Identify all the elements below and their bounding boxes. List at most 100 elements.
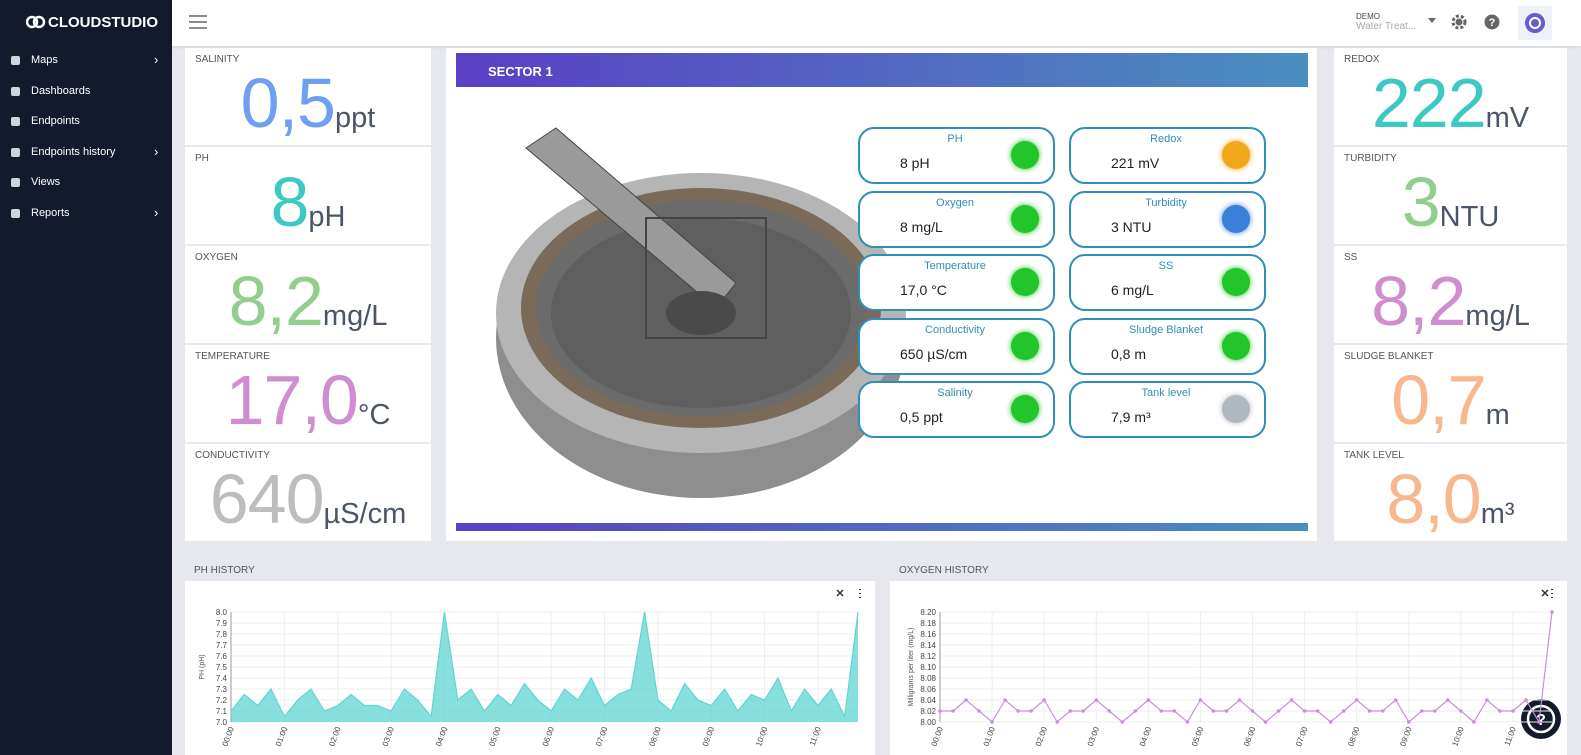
- sensor-label: Tank level: [1141, 387, 1191, 399]
- point: [1224, 709, 1229, 713]
- tank-image: [496, 127, 906, 498]
- widget-label: OXYGEN: [195, 252, 238, 263]
- nav-chevron: ›: [154, 204, 159, 220]
- widget-label: TEMPERATURE: [195, 351, 270, 362]
- account-label[interactable]: DEMO: [1356, 12, 1380, 21]
- widget-value: 17,0: [225, 361, 359, 439]
- value-widget: TANK LEVEL 8,0m³: [1334, 444, 1567, 541]
- widget-label: REDOX: [1344, 54, 1380, 65]
- sidebar: CLOUDSTUDIO Maps › Dashboards Endpoints Endp…: [0, 0, 172, 755]
- sensor-value: 6 mg/L: [1111, 282, 1154, 298]
- nav-label: Endpoints history: [31, 145, 116, 158]
- value-widget: SALINITY 0,5ppt: [185, 48, 431, 145]
- menu-toggle[interactable]: [189, 15, 207, 29]
- sensor-label: PH: [947, 133, 963, 145]
- point: [1433, 709, 1437, 713]
- sector-title: SECTOR 1: [488, 64, 553, 79]
- sensor-icon: [1222, 268, 1250, 296]
- value-widget: PH 8pH: [185, 147, 431, 244]
- nav-chevron: ›: [154, 52, 159, 67]
- widget-unit: °C: [357, 399, 391, 431]
- point: [1354, 698, 1359, 702]
- nav-item[interactable]: Reports ›: [0, 198, 172, 228]
- area-series: [230, 611, 859, 719]
- y-tick-label: 8.20: [920, 608, 936, 617]
- caret: [1428, 18, 1436, 23]
- sensor-label: Redox: [1150, 133, 1182, 145]
- chart-title: PH HISTORY: [194, 565, 255, 576]
- sector-footer: [456, 523, 1308, 531]
- point: [1537, 720, 1541, 724]
- point: [1263, 720, 1268, 724]
- point: [1120, 720, 1125, 724]
- y-tick-label: 7.8: [216, 630, 228, 639]
- widget-value-row: 8pH: [185, 162, 431, 242]
- point: [1472, 720, 1476, 724]
- widget-value-row: 0,5ppt: [185, 63, 431, 143]
- x-tick-label: 06:00: [541, 725, 556, 747]
- widget-value-row: 3NTU: [1334, 162, 1567, 242]
- widget-unit: pH: [308, 201, 346, 233]
- nav-icon: [11, 147, 20, 157]
- x-tick-label: 08:00: [1346, 725, 1361, 747]
- point: [1003, 698, 1007, 702]
- point: [938, 709, 942, 713]
- point: [1172, 709, 1177, 713]
- point: [1459, 709, 1463, 713]
- sensor-value: 17,0 °C: [900, 282, 947, 298]
- y-tick-label: 7.5: [216, 663, 228, 672]
- value-widget: SLUDGE BLANKET 0,7m: [1334, 345, 1567, 442]
- value-widget: REDOX 222mV: [1334, 48, 1567, 145]
- x-tick-label: 06:00: [1242, 725, 1257, 747]
- point: [964, 698, 968, 702]
- widget-unit: ppt: [334, 102, 376, 134]
- chart: 7.0 7.1 7.2 7.3 7.4 7.5 7.6 7.7 7.8 7.9 8.0 00:00 01…: [199, 589, 861, 748]
- point: [1328, 720, 1333, 724]
- sensor-label: Oxygen: [936, 196, 974, 209]
- widget-value: 3: [1401, 163, 1441, 241]
- brand-logo: [26, 15, 46, 29]
- value-widget: CONDUCTIVITY 640µS/cm: [185, 444, 431, 541]
- dashboard-select[interactable]: Water Treat...: [1356, 21, 1417, 32]
- brand: CLOUDSTUDIO: [48, 14, 158, 31]
- nav-icon: [11, 208, 20, 218]
- nav-item[interactable]: Maps ›: [0, 45, 172, 75]
- value-widget: OXYGEN 8,2mg/L: [185, 246, 431, 343]
- y-axis-title: Milligrams per liter (mg/L): [908, 628, 915, 707]
- x-tick-label: 11:00: [1503, 725, 1518, 747]
- widget-unit: mV: [1485, 102, 1530, 134]
- sensor-label: Salinity: [937, 387, 973, 399]
- y-tick-label: 8.10: [920, 663, 936, 672]
- nav-item[interactable]: Views: [0, 167, 172, 197]
- sensor-value: 8 pH: [900, 155, 930, 171]
- nav-label: Endpoints: [31, 115, 80, 127]
- point: [1211, 709, 1216, 713]
- widget-unit: µS/cm: [323, 498, 407, 530]
- point: [1419, 709, 1424, 713]
- y-tick-label: 8.00: [920, 718, 936, 727]
- settings-icon[interactable]: [1451, 14, 1467, 30]
- point: [1016, 709, 1020, 713]
- nav-item[interactable]: Endpoints history ›: [0, 137, 172, 167]
- widget-value: 222: [1371, 64, 1487, 142]
- x-tick-label: 05:00: [487, 725, 502, 747]
- chart: 8.00 8.02 8.04 8.06 8.08 8.10 8.12 8.14 8.16 8.18…: [908, 589, 1554, 748]
- widget-unit: m³: [1480, 498, 1515, 530]
- widget-label: SALINITY: [195, 54, 240, 65]
- point: [1302, 709, 1307, 713]
- widget-label: TURBIDITY: [1344, 153, 1397, 164]
- sensor-icon: [1011, 268, 1039, 296]
- y-tick-label: 7.7: [216, 641, 228, 650]
- expand-icon[interactable]: [1541, 589, 1549, 597]
- x-tick-label: 02:00: [1034, 725, 1049, 747]
- expand-icon[interactable]: [836, 589, 844, 597]
- avatar-box[interactable]: [1518, 6, 1552, 40]
- x-tick-label: 02:00: [327, 725, 342, 747]
- nav-icon: [11, 117, 20, 126]
- nav-item[interactable]: Dashboards: [0, 76, 172, 106]
- help-icon[interactable]: ?: [1484, 14, 1500, 30]
- point: [1094, 698, 1099, 702]
- widget-unit: m: [1485, 399, 1510, 431]
- point: [1511, 709, 1515, 713]
- nav-item[interactable]: Endpoints: [0, 106, 172, 136]
